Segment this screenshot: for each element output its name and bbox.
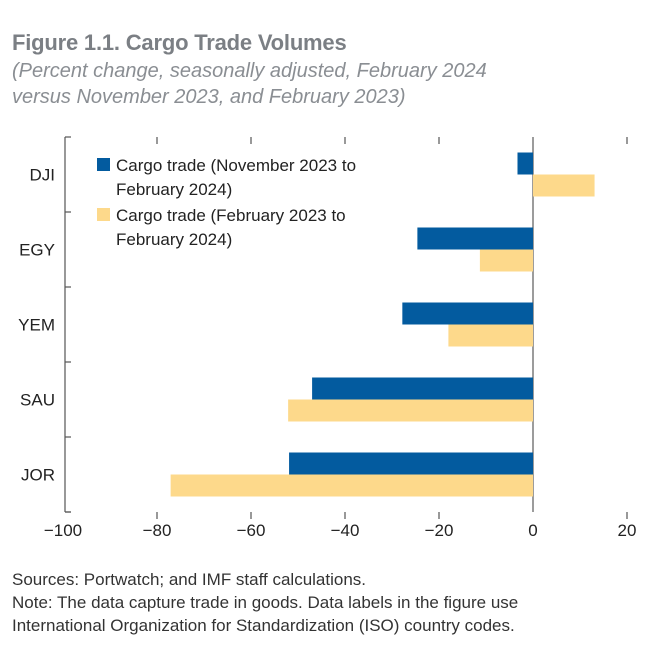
note-line-1: Note: The data capture trade in goods. D… [12, 593, 519, 612]
bar-egy-series-1 [417, 227, 533, 250]
category-label-dji: DJI [30, 166, 56, 185]
bar-yem-series-1 [402, 302, 533, 325]
bar-dji-series-1 [517, 152, 533, 175]
category-labels: DJI EGY YEM SAU JOR [18, 166, 55, 485]
bar-sau-series-1 [312, 377, 533, 400]
category-label-egy: EGY [19, 241, 55, 260]
subtitle-line-1: (Percent change, seasonally adjusted, Fe… [12, 60, 487, 82]
legend-swatch-series-2 [97, 208, 110, 221]
chart-title: Figure 1.1. Cargo Trade Volumes [12, 30, 347, 55]
bar-dji-series-2 [533, 174, 595, 197]
chart-subtitle: (Percent change, seasonally adjusted, Fe… [12, 58, 642, 110]
bar-sau-series-2 [288, 399, 533, 422]
subtitle-line-2: versus November 2023, and February 2023) [12, 86, 406, 108]
note-line-2: International Organization for Standardi… [12, 616, 515, 635]
bar-jor-series-2 [170, 474, 533, 497]
legend-label-series-1: Cargo trade (November 2023 to [116, 156, 356, 175]
category-label-jor: JOR [21, 466, 55, 485]
legend-swatch-series-1 [97, 158, 110, 171]
x-tick-label: 0 [528, 521, 537, 540]
x-tick-label: −20 [425, 521, 454, 540]
chart-notes: Sources: Portwatch; and IMF staff calcul… [12, 568, 642, 637]
bars [170, 152, 595, 497]
bar-egy-series-2 [479, 249, 533, 272]
x-tick-label: 20 [618, 521, 637, 540]
category-label-yem: YEM [18, 316, 55, 335]
legend-label-series-2: February 2024) [116, 230, 232, 249]
category-label-sau: SAU [20, 391, 55, 410]
legend-label-series-1: February 2024) [116, 180, 232, 199]
x-tick-label: −60 [237, 521, 266, 540]
x-tick-label: −100 [44, 521, 82, 540]
legend: Cargo trade (November 2023 to February 20… [97, 156, 356, 249]
sources-text: Sources: Portwatch; and IMF staff calcul… [12, 570, 367, 589]
x-tick-label: −80 [143, 521, 172, 540]
x-tick-label: −40 [331, 521, 360, 540]
x-tick-labels: −100 −80 −60 −40 −20 0 20 [44, 521, 637, 540]
bar-jor-series-1 [289, 452, 533, 475]
legend-label-series-2: Cargo trade (February 2023 to [116, 206, 346, 225]
bar-yem-series-2 [448, 324, 533, 347]
